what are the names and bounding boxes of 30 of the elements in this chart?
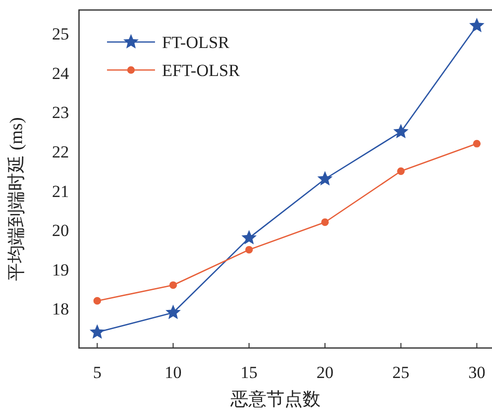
point: [393, 124, 409, 138]
point: [321, 218, 329, 226]
point: [473, 140, 481, 148]
x-tick-label: 15: [240, 363, 258, 382]
x-tick-label: 10: [164, 363, 182, 382]
y-tick-label: 21: [52, 182, 69, 201]
point: [169, 281, 177, 289]
x-tick-label: 30: [468, 363, 486, 382]
x-tick-label: 5: [92, 363, 102, 382]
legend-label: EFT-OLSR: [162, 61, 240, 80]
y-tick-label: 23: [52, 103, 69, 122]
y-tick-label: 22: [52, 142, 69, 162]
point: [397, 167, 405, 175]
y-tick-label: 18: [52, 300, 69, 319]
point: [166, 304, 181, 320]
point: [241, 230, 257, 244]
point: [245, 246, 253, 254]
x-tick-label: 25: [392, 363, 410, 382]
point: [317, 171, 333, 186]
legend-label: FT-OLSR: [162, 33, 230, 52]
y-tick-label: 20: [52, 221, 69, 240]
x-tick-label: 20: [316, 363, 334, 382]
point: [90, 324, 105, 339]
x-axis-title: 恶意节点数: [230, 389, 320, 409]
y-tick-label: 19: [52, 260, 69, 280]
y-axis-title: 平均端到端时延 (ms): [6, 117, 26, 281]
point: [469, 18, 484, 32]
y-tick-label: 24: [52, 64, 70, 83]
point: [93, 297, 102, 305]
y-tick-label: 25: [52, 24, 69, 44]
